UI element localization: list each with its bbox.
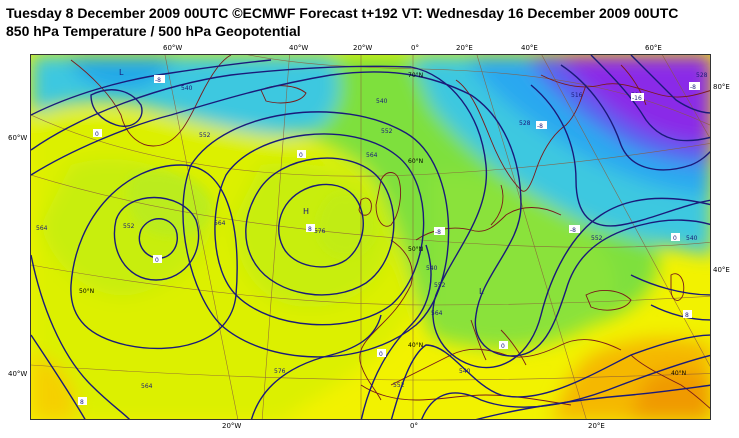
contour-label: 552 (123, 223, 135, 230)
contour-label: 552 (381, 128, 393, 135)
top-lon-label: 60°E (645, 44, 662, 52)
isotherm-label: 0 (673, 235, 677, 242)
isotherm-label: 0 (299, 152, 303, 159)
bottom-lon-label: 20°W (222, 422, 242, 430)
isotherm-label: -16 (632, 95, 642, 102)
lat-label: 60°N (408, 158, 423, 165)
contour-label: 552 (434, 282, 446, 289)
isotherm-label: 0 (95, 131, 99, 138)
bottom-lon-label: 20°E (588, 422, 605, 430)
lat-label: 40°N (408, 342, 423, 349)
map-title-line-1: Tuesday 8 December 2009 00UTC ©ECMWF For… (6, 5, 679, 21)
contour-label: 540 (686, 235, 698, 242)
contour-label: 552 (393, 382, 405, 389)
forecast-map: H L L 70°N 60°N 50°N 40°N 50°N 40°N 540 … (30, 54, 711, 420)
high-pressure-label: H (303, 207, 309, 216)
isotherm-label-group: 0 0 0 8 0 -8 -8 -8 0 8 8 -16 0 -8 -8 (78, 75, 700, 406)
right-lon-label: 80°E (713, 83, 730, 91)
contour-label: 564 (366, 152, 378, 159)
isotherm-label: -8 (690, 84, 696, 91)
isotherm-label: 0 (379, 351, 383, 358)
isotherm-label: 0 (501, 343, 505, 350)
isotherm-label: -8 (570, 227, 576, 234)
contour-label: 576 (314, 228, 326, 235)
top-lon-label: 20°W (353, 44, 373, 52)
lat-label: 50°N (408, 246, 423, 253)
bottom-lon-label: 0° (410, 422, 418, 430)
contour-label-group: 540 552 564 576 552 564 540 552 564 540 … (36, 72, 708, 390)
contour-label: 540 (376, 98, 388, 105)
isotherm-label: -8 (155, 77, 161, 84)
contour-label: 576 (274, 368, 286, 375)
isotherm-label: -8 (537, 123, 543, 130)
temperature-geopotential-map: H L L 70°N 60°N 50°N 40°N 50°N 40°N 540 … (31, 55, 710, 419)
left-lon-label: 40°W (8, 370, 28, 378)
contour-label: 564 (36, 225, 48, 232)
contour-label: 564 (214, 220, 226, 227)
geopotential-contours (31, 55, 710, 419)
contour-label: 540 (181, 85, 193, 92)
contour-label: 552 (591, 235, 603, 242)
contour-label: 540 (459, 368, 471, 375)
top-lon-label: 0° (411, 44, 419, 52)
top-lon-label: 40°W (289, 44, 309, 52)
coastlines (70, 55, 710, 409)
lat-label: 40°N (671, 370, 686, 377)
contour-label: 516 (571, 92, 583, 99)
right-lon-label: 40°E (713, 266, 730, 274)
lat-label: 70°N (408, 72, 423, 79)
contour-label: 528 (696, 72, 708, 79)
contour-label: 528 (519, 120, 531, 127)
contour-label: 552 (199, 132, 211, 139)
contour-label: 564 (141, 383, 153, 390)
contour-label: 540 (426, 265, 438, 272)
isotherm-label: 0 (155, 257, 159, 264)
lat-label: 50°N (79, 288, 94, 295)
low-pressure-label: L (479, 287, 484, 296)
isotherm-label: 8 (80, 399, 84, 406)
top-lon-label: 40°E (521, 44, 538, 52)
map-title-line-2: 850 hPa Temperature / 500 hPa Geopotenti… (6, 23, 301, 39)
isotherm-label: -8 (435, 229, 441, 236)
top-lon-label: 20°E (456, 44, 473, 52)
isotherm-label: 8 (685, 312, 689, 319)
contour-label: 564 (431, 310, 443, 317)
isotherm-label: 8 (308, 226, 312, 233)
left-lon-label: 60°W (8, 134, 28, 142)
top-lon-label: 60°W (163, 44, 183, 52)
low-pressure-label: L (119, 68, 124, 77)
graticule (31, 55, 710, 419)
